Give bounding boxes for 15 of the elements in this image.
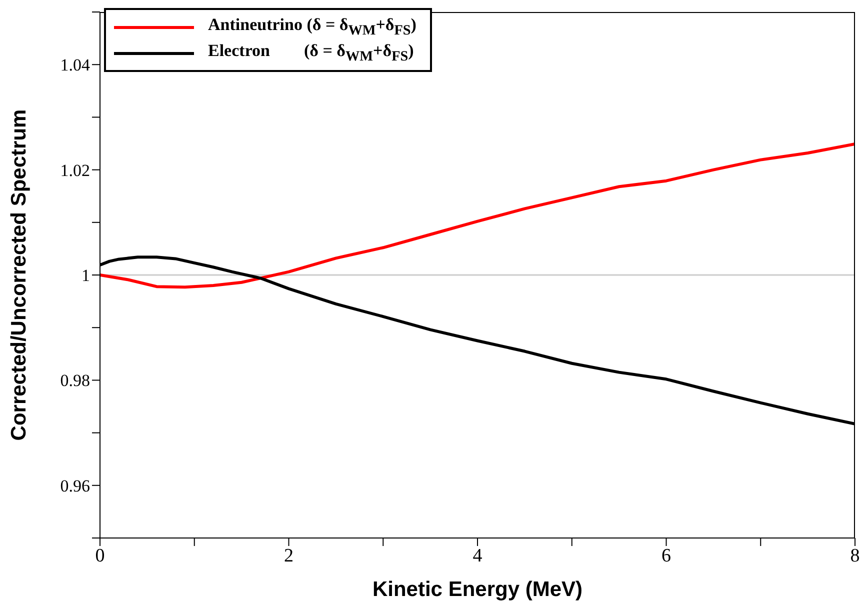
legend-label: Electron (δ = δ$_{WM}$+δ$_{FS}$) bbox=[208, 40, 414, 66]
x-axis-title: Kinetic Energy (MeV) bbox=[372, 578, 583, 601]
y-tick-label: 1.04 bbox=[60, 56, 90, 75]
y-tick-label: 0.96 bbox=[60, 476, 90, 496]
line-series bbox=[100, 142, 855, 289]
y-tick-label: 0.98 bbox=[60, 371, 90, 390]
x-tick-label: 2 bbox=[284, 545, 294, 566]
y-axis-title: Corrected/Uncorrected Spectrum bbox=[7, 109, 30, 441]
x-tick-label: 4 bbox=[472, 545, 483, 566]
legend-label: Antineutrino (δ = δ$_{WM}$+δ$_{FS}$) bbox=[208, 14, 416, 40]
y-tick-label: 1.02 bbox=[60, 160, 90, 180]
x-tick-label: 6 bbox=[662, 545, 671, 566]
y-tick-label: 1 bbox=[82, 266, 90, 286]
x-tick-label: 8 bbox=[850, 545, 860, 566]
x-tick-label: 0 bbox=[95, 545, 105, 566]
